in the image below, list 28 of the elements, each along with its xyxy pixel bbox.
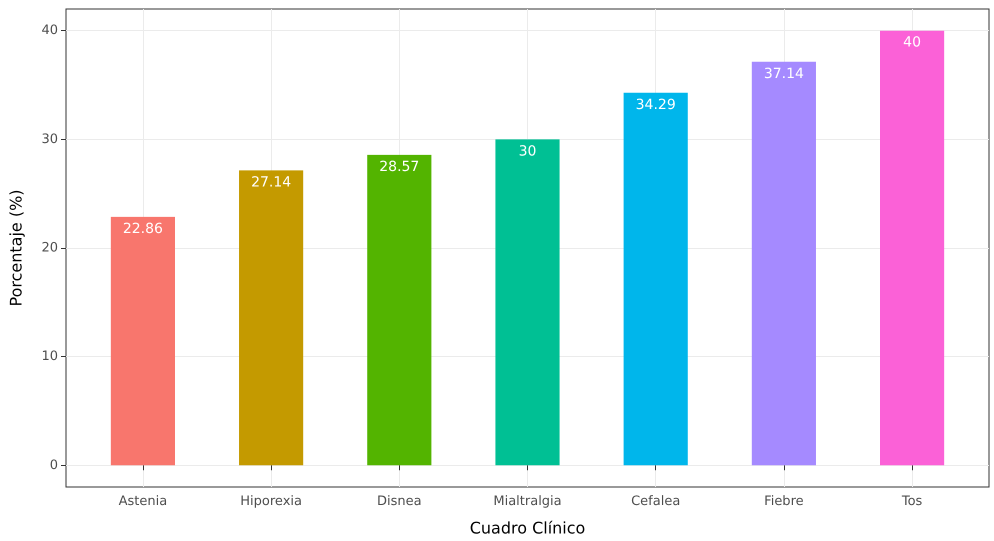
y-axis-title: Porcentaje (%): [6, 189, 26, 307]
x-tick-label: Tos: [900, 494, 923, 509]
data-label: 28.57: [379, 158, 420, 175]
data-label: 30: [518, 143, 536, 160]
data-label: 22.86: [122, 220, 164, 237]
y-tick-label: 40: [41, 23, 58, 38]
data-label: 27.14: [251, 174, 292, 190]
bar: [880, 30, 944, 466]
x-tick-label: Mialtralgia: [493, 494, 562, 509]
y-tick-label: 20: [41, 240, 58, 256]
bar: [367, 154, 432, 466]
y-tick-label: 30: [41, 132, 58, 147]
x-tick-label: Hiporexia: [240, 494, 302, 509]
x-tick-label: Disnea: [377, 494, 422, 509]
bar: [624, 92, 688, 466]
data-label: 34.29: [636, 96, 676, 113]
bar: [239, 170, 304, 466]
data-label: 37.14: [764, 66, 804, 82]
y-tick-label: 10: [41, 349, 58, 364]
x-tick-label: Astenia: [118, 494, 168, 509]
bar: [495, 139, 560, 466]
data-label: 40: [903, 34, 921, 51]
x-axis-title: Cuadro Clínico: [470, 518, 586, 538]
x-tick-label: Cefalea: [631, 494, 680, 509]
bar: [752, 62, 816, 466]
y-tick-label: 0: [50, 458, 58, 473]
bar: [110, 216, 175, 466]
x-tick-label: Fiebre: [764, 494, 804, 509]
